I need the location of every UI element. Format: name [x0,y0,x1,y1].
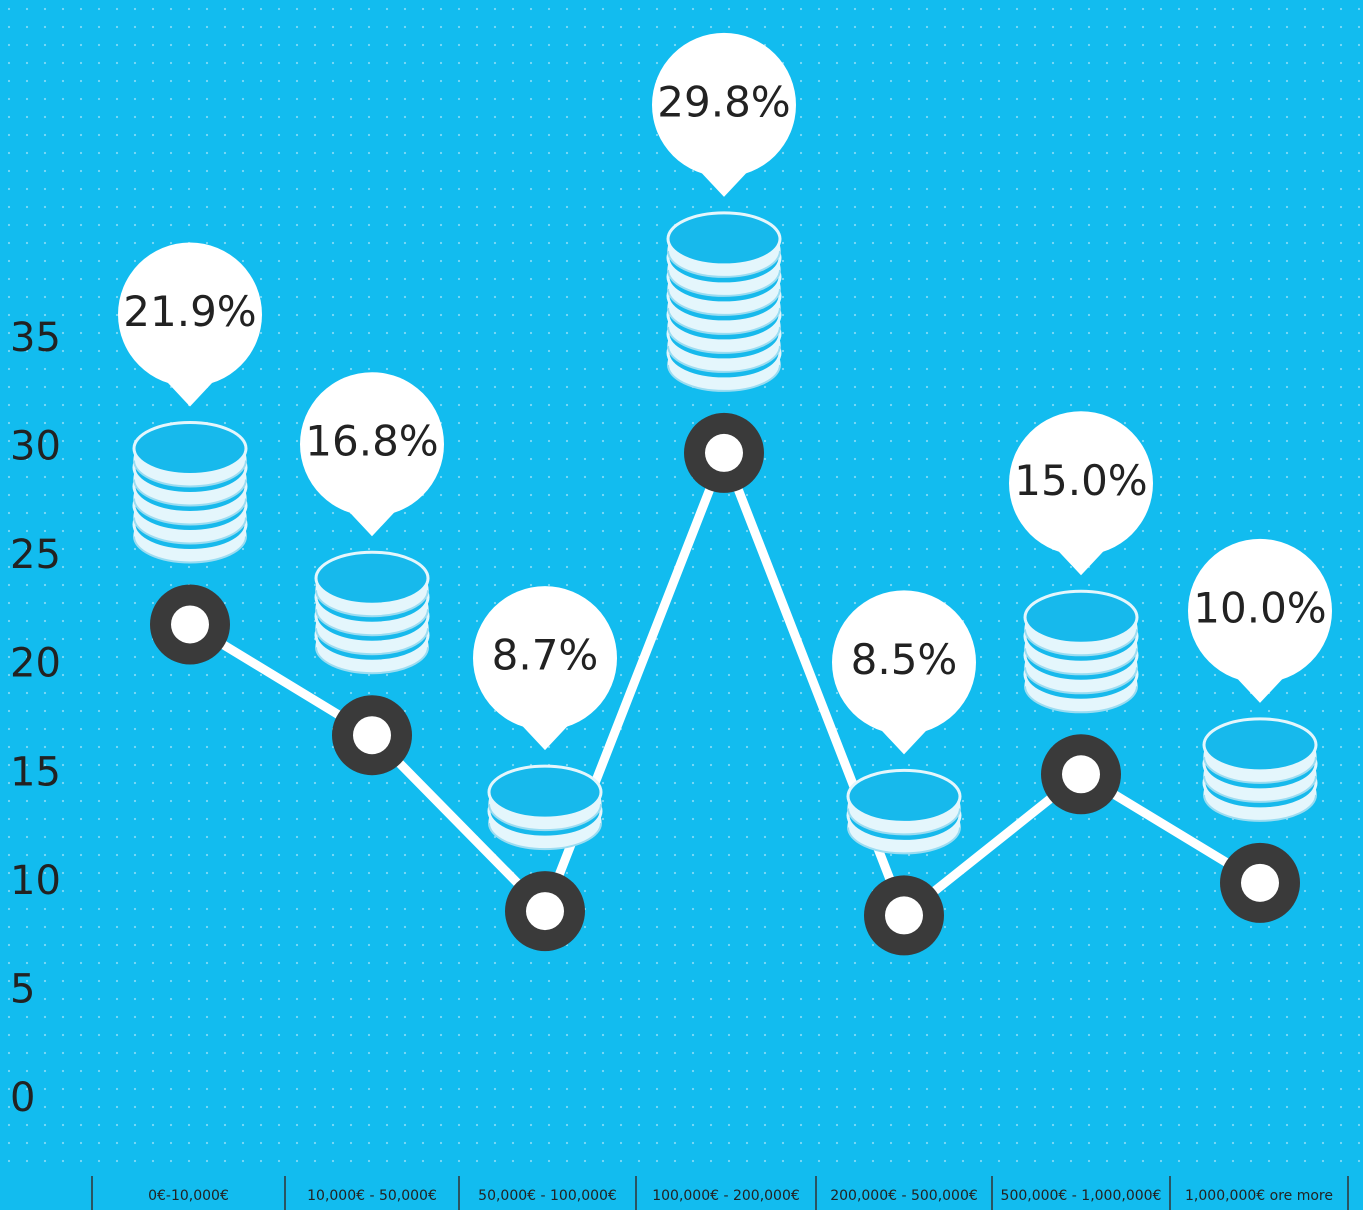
x-tick-label: 50,000€ - 100,000€ [478,1188,617,1204]
point-center [526,892,564,930]
coin-stack [1204,719,1316,821]
value-label: 16.8% [305,417,438,466]
coin-top [668,213,780,265]
x-tick-label: 10,000€ - 50,000€ [307,1188,437,1204]
value-label: 10.0% [1193,583,1326,632]
y-tick-label: 30 [10,424,61,470]
point-center [705,434,743,472]
chart: 0 5 10 15 20 25 30 35 0€-10,000€ 10,000€ - 50,000… [0,0,1363,1210]
y-tick-label: 15 [10,749,61,795]
point-center [885,896,923,934]
y-tick-label: 35 [10,315,61,361]
coin-stack [668,213,780,391]
y-tick-label: 25 [10,532,61,578]
coin-top [848,770,960,822]
value-label: 29.8% [657,77,790,126]
x-tick-label: 200,000€ - 500,000€ [830,1188,978,1204]
coin-top [1025,591,1137,643]
y-tick-label: 5 [10,966,35,1012]
y-tick-label: 20 [10,641,61,687]
value-label: 21.9% [123,287,256,336]
x-tick-label: 1,000,000€ ore more [1185,1188,1333,1204]
coin-stack [134,422,246,562]
coin-stack [1025,591,1137,712]
y-tick-label: 0 [10,1075,35,1121]
y-tick-label: 10 [10,858,61,904]
value-label: 8.7% [492,631,599,680]
point-center [1062,755,1100,793]
coin-stack [316,552,428,673]
coin-stack [489,766,601,849]
dot-pattern [0,0,1363,1170]
coin-top [316,552,428,604]
point-center [171,605,209,643]
coin-top [489,766,601,818]
coin-stack [848,770,960,853]
coin-top [1204,719,1316,771]
point-center [353,716,391,754]
page: 0 5 10 15 20 25 30 35 0€-10,000€ 10,000€ - 50,000… [0,0,1363,1210]
x-tick-label: 0€-10,000€ [148,1188,229,1204]
x-tick-label: 500,000€ - 1,000,000€ [1001,1188,1162,1204]
x-tick-label: 100,000€ - 200,000€ [652,1188,800,1204]
value-label: 8.5% [851,635,958,684]
value-label: 15.0% [1014,456,1147,505]
point-center [1241,864,1279,902]
coin-top [134,422,246,474]
